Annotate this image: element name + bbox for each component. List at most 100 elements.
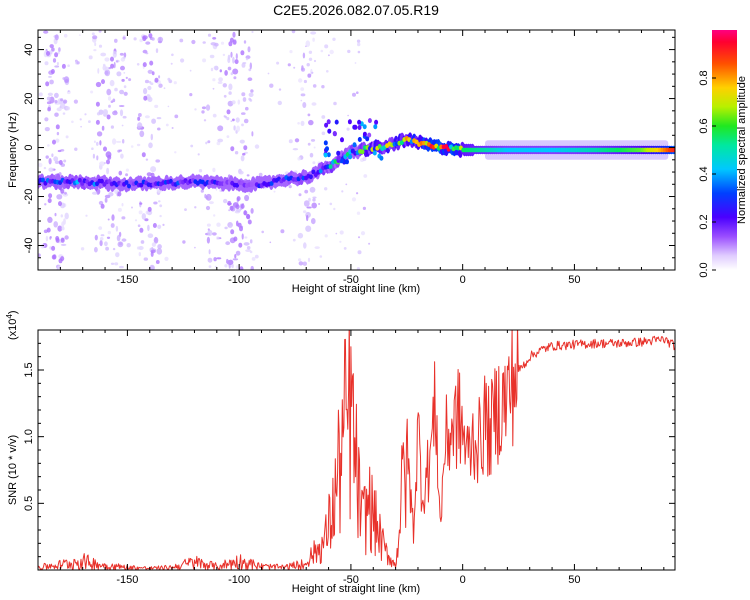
- noise-spot: [233, 236, 238, 242]
- noise-speck: [208, 249, 211, 255]
- noise-speck: [107, 230, 112, 235]
- noise-speck: [115, 225, 119, 232]
- noise-speck: [47, 144, 50, 147]
- noise-speck: [104, 197, 108, 203]
- noise-speck: [309, 186, 316, 193]
- noise-speck: [100, 52, 107, 57]
- snr-panel: -150 -100 -50 0 50 0.5 1.0 1.5 Height of strai…: [5, 310, 676, 595]
- noise-speck: [297, 156, 302, 161]
- noise-speck: [232, 118, 235, 122]
- noise-speck: [118, 170, 123, 176]
- noise-speck: [57, 51, 60, 55]
- noise-spot: [51, 245, 56, 251]
- noise-spot: [150, 172, 155, 178]
- noise-speck: [189, 69, 192, 72]
- noise-speck: [122, 36, 126, 40]
- noise-speck: [56, 107, 62, 112]
- noise-speck: [224, 264, 228, 268]
- noise-speck: [63, 33, 68, 38]
- noise-speck: [254, 144, 260, 149]
- noise-speck: [96, 131, 103, 137]
- noise-speck: [246, 174, 250, 177]
- noise-speck: [157, 224, 162, 229]
- noise-speck: [125, 173, 129, 177]
- noise-speck: [300, 87, 305, 91]
- noise-speck: [92, 153, 95, 159]
- noise-spot: [55, 237, 60, 243]
- noise-speck: [233, 125, 236, 131]
- noise-speck: [241, 62, 246, 68]
- noise-speck: [91, 147, 94, 150]
- noise-speck: [154, 104, 159, 108]
- noise-speck: [250, 208, 254, 214]
- ridge-spike: [357, 125, 362, 130]
- ridge-core: [77, 177, 82, 183]
- noise-speck: [164, 256, 169, 261]
- noise-speck: [305, 45, 307, 48]
- noise-speck: [351, 197, 357, 202]
- noise-speck: [324, 234, 328, 238]
- noise-speck: [306, 206, 312, 209]
- noise-speck: [213, 65, 218, 70]
- noise-speck: [241, 92, 246, 97]
- ridge-core: [360, 149, 365, 155]
- noise-speck: [48, 75, 52, 78]
- noise-speck: [62, 77, 66, 80]
- noise-speck: [217, 125, 224, 132]
- noise-speck: [147, 224, 150, 232]
- noise-speck: [48, 167, 54, 172]
- noise-speck: [232, 258, 239, 261]
- noise-speck: [90, 90, 94, 94]
- noise-speck: [303, 200, 310, 207]
- noise-speck: [88, 55, 93, 60]
- noise-speck: [147, 85, 152, 91]
- noise-speck: [43, 166, 47, 170]
- noise-speck: [243, 242, 250, 246]
- spectrogram-image: [38, 30, 675, 270]
- noise-speck: [356, 91, 359, 94]
- noise-speck: [138, 210, 143, 215]
- noise-speck: [209, 54, 215, 59]
- snr-scale-close: ): [7, 310, 19, 314]
- noise-speck: [343, 247, 347, 250]
- noise-speck: [305, 225, 312, 232]
- noise-speck: [180, 58, 185, 63]
- noise-speck: [64, 191, 67, 195]
- noise-speck: [112, 247, 116, 251]
- noise-speck: [216, 141, 221, 146]
- noise-speck: [96, 141, 99, 146]
- noise-speck: [59, 105, 62, 109]
- noise-speck: [131, 206, 133, 209]
- noise-spot: [234, 59, 239, 65]
- x-tick-label: -100: [228, 574, 250, 586]
- snr-scale-label: (x104): [5, 310, 19, 340]
- noise-speck: [38, 92, 43, 97]
- noise-speck: [44, 61, 49, 66]
- ridge-spike: [379, 155, 384, 161]
- noise-speck: [329, 49, 334, 55]
- noise-speck: [320, 49, 324, 53]
- noise-speck: [246, 246, 251, 250]
- noise-speck: [136, 143, 141, 147]
- noise-speck: [310, 31, 317, 35]
- noise-speck: [356, 267, 360, 270]
- colorbar-gradient: [712, 30, 737, 270]
- noise-spot: [100, 203, 105, 209]
- noise-spot: [45, 81, 50, 87]
- noise-speck: [91, 32, 95, 36]
- noise-speck: [130, 145, 134, 148]
- noise-speck: [245, 106, 249, 111]
- noise-speck: [165, 123, 169, 127]
- noise-speck: [249, 239, 253, 244]
- noise-speck: [332, 37, 336, 41]
- noise-spot: [142, 62, 147, 68]
- snr-y-label: SNR (10 * v/v): [7, 435, 19, 505]
- noise-speck: [146, 172, 152, 177]
- noise-speck: [138, 113, 142, 117]
- noise-speck: [347, 114, 349, 117]
- noise-speck: [120, 65, 125, 71]
- noise-speck: [312, 37, 315, 42]
- noise-speck: [99, 161, 105, 166]
- noise-speck: [99, 237, 104, 241]
- noise-speck: [194, 246, 196, 249]
